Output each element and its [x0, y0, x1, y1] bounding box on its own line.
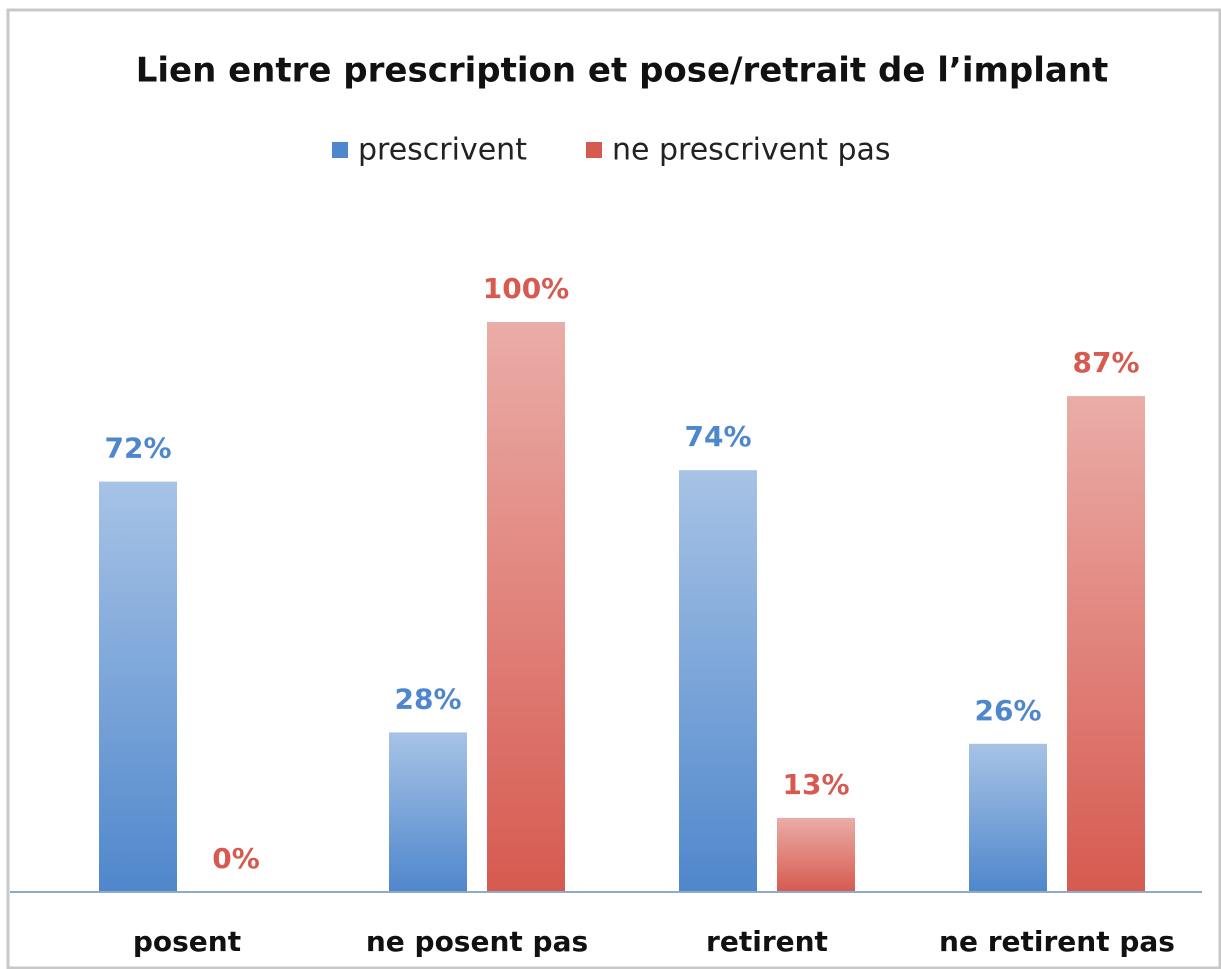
bar	[389, 732, 467, 892]
bar	[487, 322, 565, 892]
value-label: 74%	[684, 420, 751, 453]
legend-label: ne prescrivent pas	[612, 133, 891, 168]
x-tick-label: ne retirent pas	[939, 925, 1175, 958]
legend-swatch	[586, 142, 602, 158]
legend-label: prescrivent	[358, 133, 527, 168]
x-tick-label: ne posent pas	[366, 925, 588, 958]
bar	[777, 817, 855, 892]
x-tick-label: retirent	[706, 925, 828, 958]
bar	[969, 743, 1047, 892]
value-label: 26%	[974, 694, 1041, 727]
bar	[99, 481, 177, 892]
value-label: 13%	[782, 768, 849, 801]
legend-swatch	[332, 142, 348, 158]
value-label: 100%	[483, 272, 570, 305]
chart-title: Lien entre prescription et pose/retrait …	[136, 51, 1109, 91]
value-label: 0%	[212, 842, 260, 875]
value-label: 28%	[394, 682, 461, 715]
legend: prescrivent ne prescrivent pas	[332, 133, 891, 168]
bar	[679, 470, 757, 892]
x-tick-label: posent	[133, 925, 241, 958]
value-label: 72%	[104, 432, 171, 465]
bar	[1067, 396, 1145, 892]
value-label: 87%	[1072, 346, 1139, 379]
